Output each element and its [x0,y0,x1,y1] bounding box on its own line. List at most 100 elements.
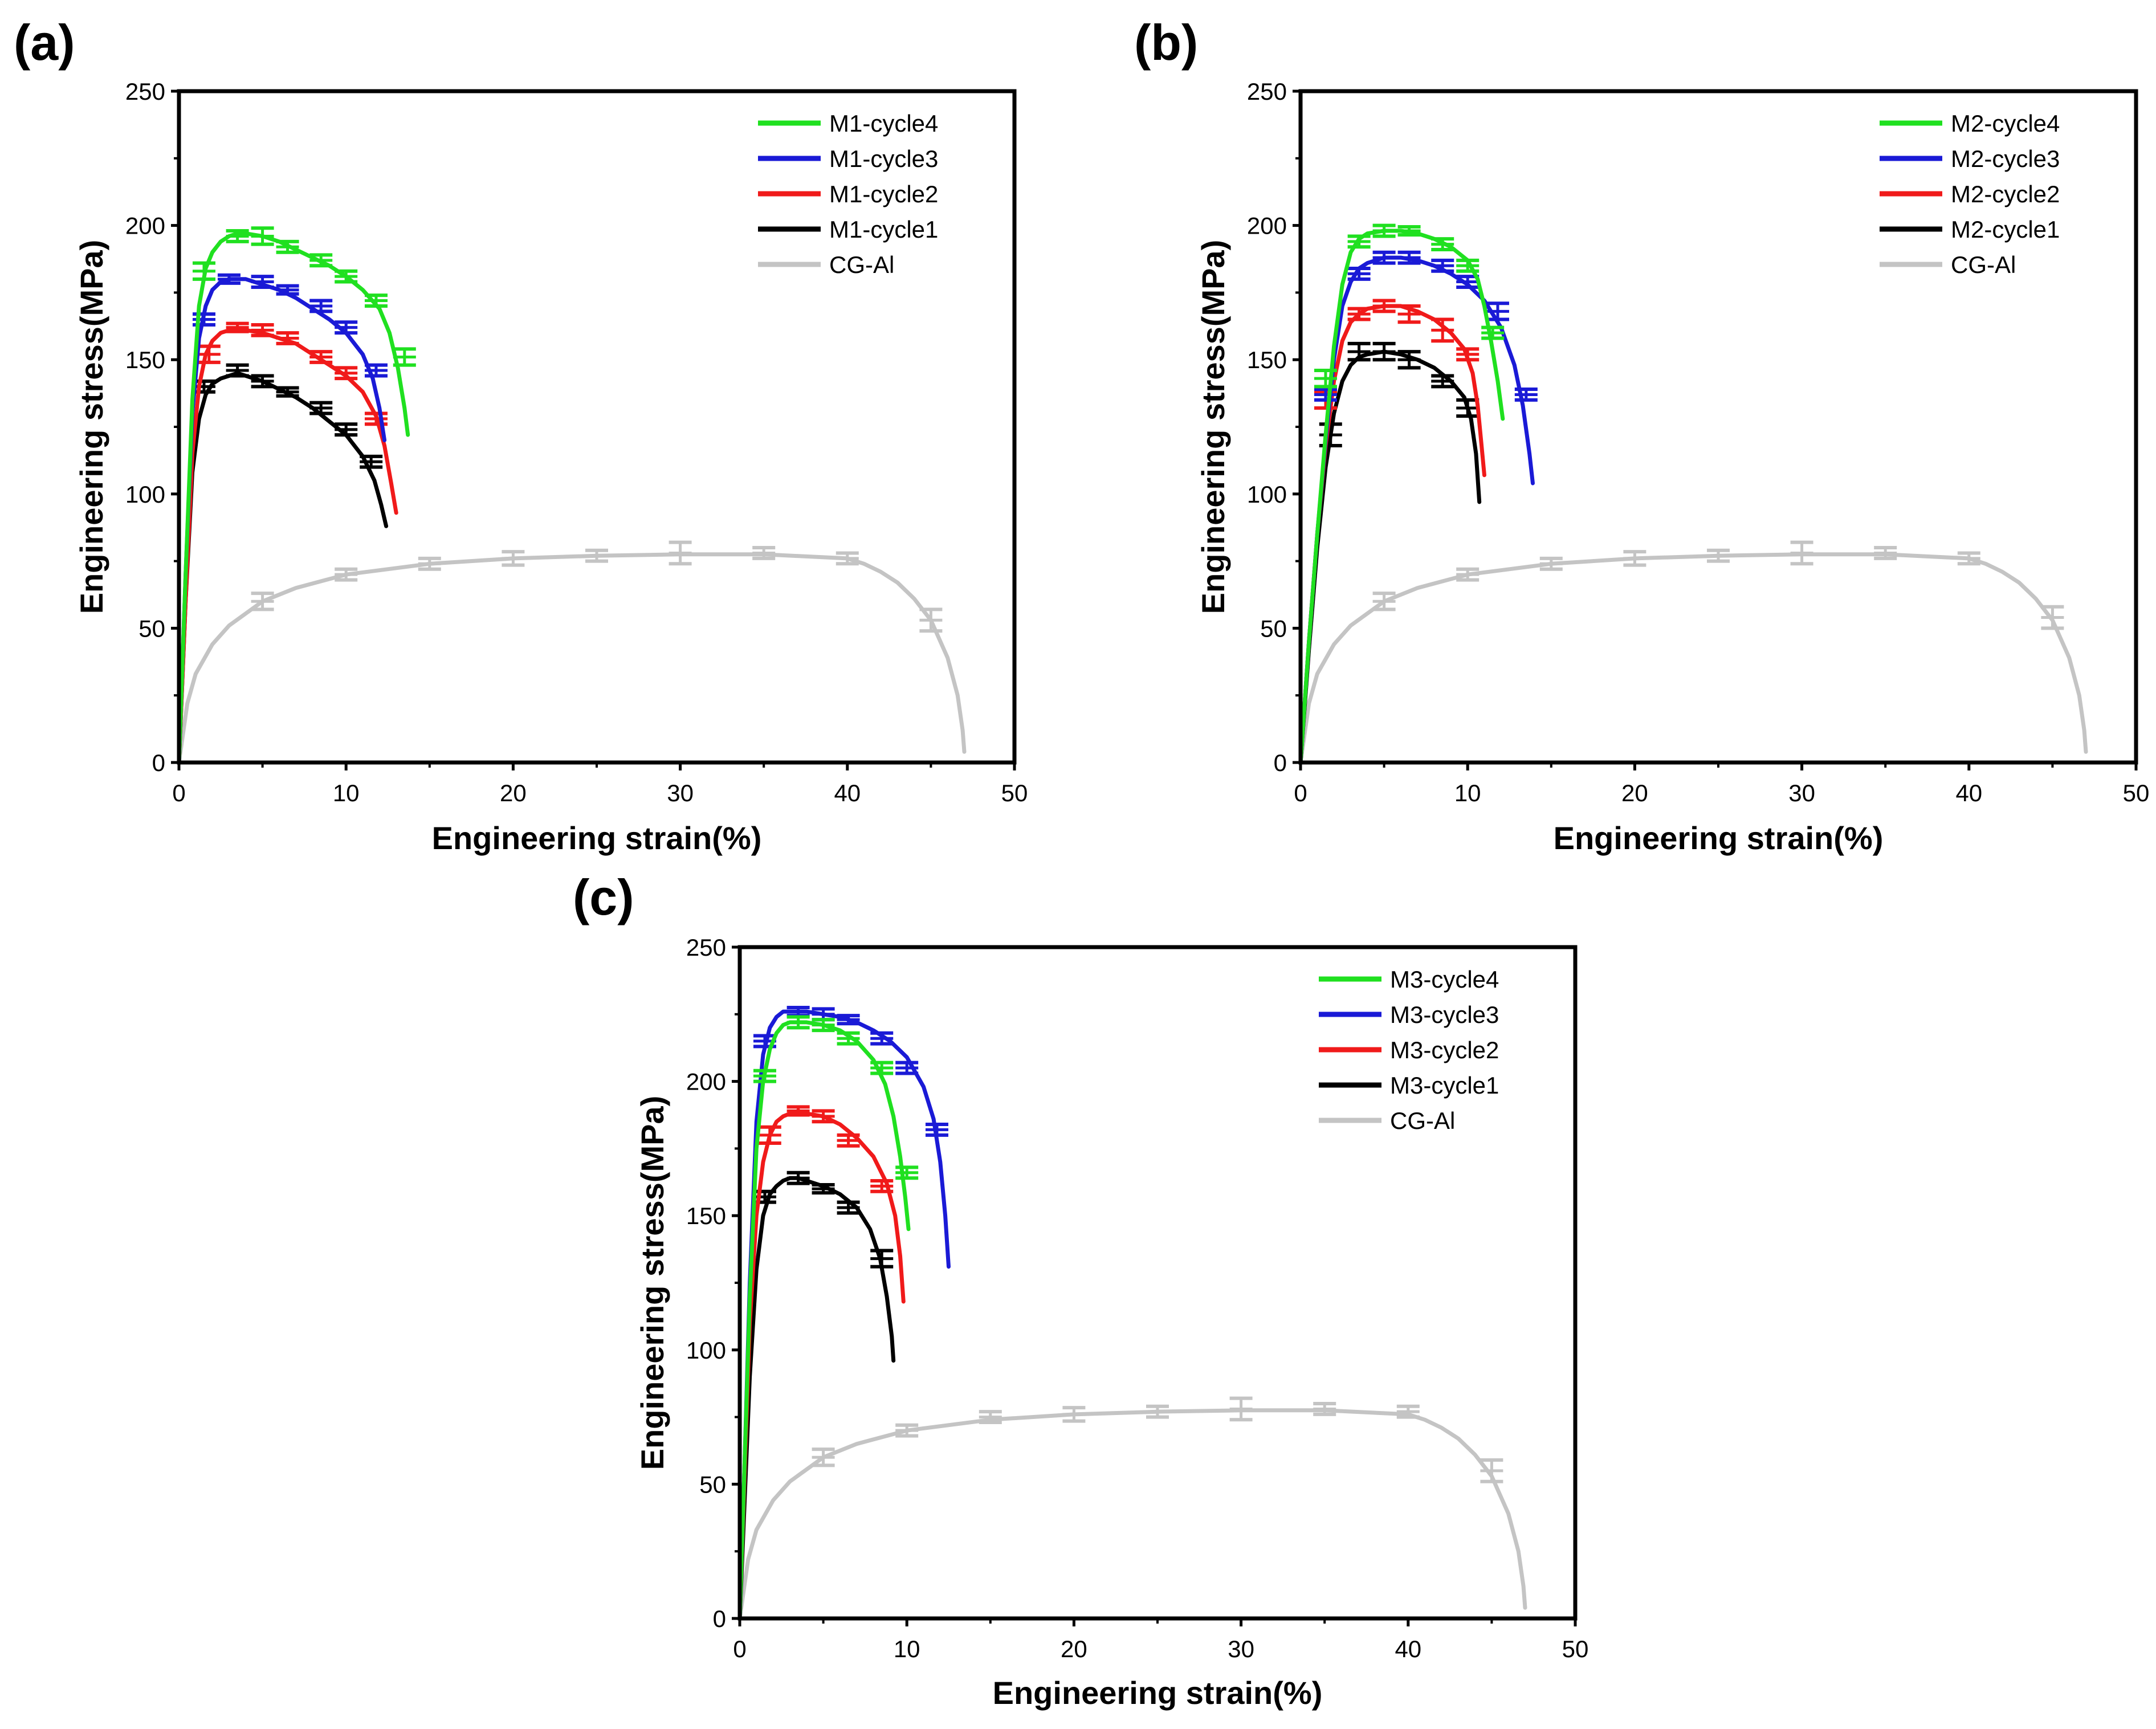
error-bar-CG-Al [1957,551,1980,566]
y-tick-label: 250 [1247,78,1287,105]
error-bar-M1-cycle2 [276,331,299,345]
y-axis-title: Engineering stress(MPa) [1195,240,1231,614]
error-bar-CG-Al [1539,556,1563,571]
error-bar-M3-cycle2 [786,1105,810,1117]
legend-entry-M3-cycle3: M3-cycle3 [1390,1001,1499,1028]
error-bar-M3-cycle1 [786,1171,810,1185]
series-line-M2-cycle4 [1298,229,1505,765]
error-bar-M2-cycle3 [1514,388,1538,402]
error-bar-M1-cycle4 [393,347,416,367]
series-line-CG-Al [177,552,967,765]
y-tick-label: 50 [138,615,165,642]
error-bar-M3-cycle4 [812,1018,835,1033]
x-tick-label: 50 [1001,780,1028,806]
error-bar-M2-cycle2 [1456,347,1480,362]
error-bar-M2-cycle2 [1431,317,1454,343]
error-bar-CG-Al [669,540,692,566]
error-bar-CG-Al [1372,592,1396,611]
error-bar-CG-Al [1456,567,1480,582]
legend-entry-M2-cycle1: M2-cycle1 [1951,216,2060,243]
error-bar-M2-cycle3 [1397,250,1421,265]
panel-label: (a) [14,14,75,71]
panel-label: (c) [573,869,634,925]
panel-label: (b) [1134,14,1198,71]
error-bar-M1-cycle3 [276,284,299,296]
error-bar-M1-cycle2 [226,321,249,333]
error-bar-M3-cycle3 [925,1122,948,1137]
error-bar-M1-cycle2 [251,323,274,337]
y-axis-title: Engineering stress(MPa) [74,240,109,614]
error-bar-CG-Al [752,546,776,560]
error-bar-M2-cycle4 [1314,369,1337,389]
error-bar-CG-Al [895,1423,919,1438]
x-tick-label: 10 [894,1636,920,1662]
error-bar-M3-cycle4 [895,1165,919,1180]
x-tick-label: 30 [667,780,694,806]
error-bar-M2-cycle1 [1347,341,1371,362]
error-bar-M2-cycle1 [1372,341,1396,362]
x-tick-label: 40 [1395,1636,1421,1662]
error-bar-M3-cycle1 [837,1200,860,1215]
error-bar-CG-Al [1707,548,1730,563]
x-tick-label: 20 [500,780,527,806]
chart-panel-1: (a) 0 10 20 30 40 50 0 50 100 150 200 250 Engineering… [14,14,1028,856]
error-bar-M1-cycle3 [364,363,388,378]
error-bar-M3-cycle1 [870,1249,894,1269]
legend-entry-CG-Al: CG-Al [1390,1107,1455,1134]
error-bar-CG-Al [1313,1402,1336,1416]
error-bar-M2-cycle2 [1347,307,1371,321]
legend-entry-M2-cycle4: M2-cycle4 [1951,110,2060,137]
error-bar-M1-cycle4 [276,239,299,254]
error-bar-M3-cycle3 [837,1014,860,1026]
error-bar-CG-Al [835,551,859,566]
series-line-M2-cycle2 [1298,304,1486,765]
error-bar-M3-cycle4 [837,1031,860,1046]
error-bar-M3-cycle4 [753,1069,776,1083]
error-bar-M2-cycle3 [1372,250,1396,265]
x-tick-label: 30 [1228,1636,1254,1662]
series-line-M1-cycle1 [177,371,389,765]
error-bar-M1-cycle2 [335,366,358,381]
error-bar-M3-cycle3 [895,1061,919,1075]
x-tick-label: 50 [2123,780,2150,806]
x-tick-label: 0 [733,1636,746,1662]
error-bar-M2-cycle4 [1397,225,1421,237]
error-bar-CG-Al [1146,1404,1169,1419]
error-bar-CG-Al [919,607,943,633]
x-tick-label: 0 [172,780,185,806]
error-bar-CG-Al [1229,1396,1253,1422]
legend-entry-M1-cycle3: M1-cycle3 [829,145,938,172]
x-tick-label: 20 [1061,1636,1087,1662]
error-bar-M1-cycle1 [335,422,358,437]
error-bar-CG-Al [1874,546,1897,560]
y-tick-label: 200 [686,1069,726,1095]
series-line-CG-Al [737,1408,1527,1621]
y-tick-label: 100 [1247,481,1287,508]
error-bar-M1-cycle1 [251,374,274,389]
error-bar-M3-cycle2 [837,1133,860,1148]
error-bar-M1-cycle3 [335,320,358,335]
error-bar-M2-cycle1 [1397,350,1421,370]
y-tick-label: 0 [713,1605,726,1632]
error-bar-M3-cycle2 [812,1109,835,1124]
series-line-CG-Al [1298,552,2088,765]
error-bar-M2-cycle4 [1456,258,1480,273]
y-tick-label: 100 [686,1337,726,1364]
error-bar-M2-cycle3 [1314,388,1337,402]
error-bar-M3-cycle2 [870,1179,894,1193]
error-bar-CG-Al [251,592,274,611]
error-bar-CG-Al [418,556,441,571]
error-bar-M1-cycle1 [226,363,249,378]
x-axis-title: Engineering strain(%) [1554,820,1884,856]
y-axis-title: Engineering stress(MPa) [634,1096,670,1470]
y-tick-label: 0 [152,749,165,776]
x-tick-label: 50 [1562,1636,1589,1662]
error-bar-M1-cycle4 [309,253,333,268]
legend: M1-cycle4 M1-cycle3 M1-cycle2 M1-cycle1 CG-A… [758,110,938,278]
legend-entry-CG-Al: CG-Al [829,251,894,278]
error-bar-M2-cycle3 [1347,266,1371,281]
series-line-M3-cycle3 [737,1009,951,1621]
error-bar-CG-Al [335,567,358,582]
error-bar-CG-Al [585,548,608,563]
y-tick-label: 100 [125,481,165,508]
